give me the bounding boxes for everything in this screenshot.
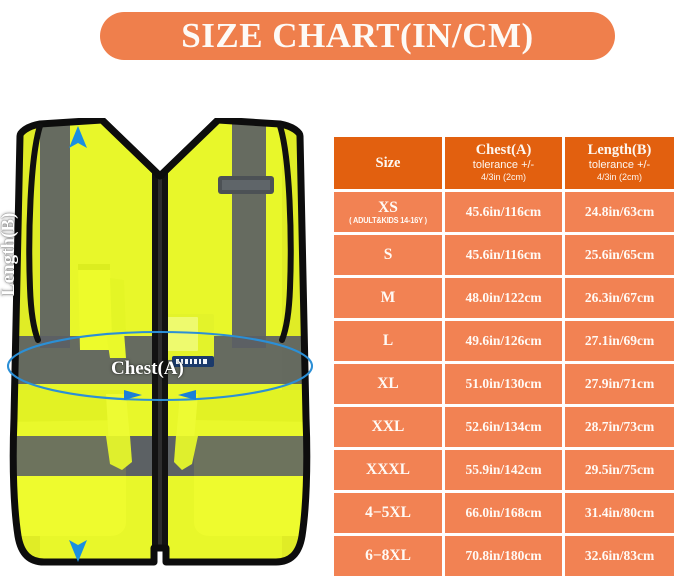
armhole-trim-left <box>26 123 43 343</box>
armhole-trim-right <box>277 123 294 343</box>
chest-value: 49.6in/126cm <box>465 333 542 348</box>
table-row: M 48.0in/122cm 26.3in/67cm <box>334 278 674 318</box>
length-value: 25.6in/65cm <box>584 247 655 262</box>
chest-value: 70.8in/180cm <box>465 548 542 563</box>
safety-vest-illustration: Length(B) Chest(A) <box>0 118 314 570</box>
column-header-chest: Chest(A) tolerance +/- 4/3in (2cm) <box>445 137 562 189</box>
length-value: 27.9in/71cm <box>584 376 655 391</box>
cell-size: XXXL <box>334 450 442 490</box>
cell-length: 25.6in/65cm <box>565 235 674 275</box>
cell-length: 27.9in/71cm <box>565 364 674 404</box>
cell-length: 32.6in/83cm <box>565 536 674 576</box>
column-header-chest-tolerance: tolerance +/- <box>472 159 535 172</box>
size-label: XXXL <box>366 461 410 479</box>
cell-length: 28.7in/73cm <box>565 407 674 447</box>
vest-body <box>13 120 307 562</box>
length-measurement-arrow <box>69 126 87 562</box>
cell-length: 24.8in/63cm <box>565 192 674 232</box>
size-label: XL <box>377 375 399 393</box>
size-label: 4−5XL <box>365 504 411 522</box>
table-row: 6−8XL 70.8in/180cm 32.6in/83cm <box>334 536 674 576</box>
chest-value: 45.6in/116cm <box>465 247 542 262</box>
table-row: L 49.6in/126cm 27.1in/69cm <box>334 321 674 361</box>
size-sublabel: ( ADULT&KIDS 14-16Y ) <box>349 215 427 225</box>
column-header-chest-label: Chest(A) <box>475 142 532 159</box>
column-header-size: Size <box>334 137 442 189</box>
table-row: XS ( ADULT&KIDS 14-16Y ) 45.6in/116cm 24… <box>334 192 674 232</box>
column-header-chest-tolerance-value: 4/3in (2cm) <box>480 172 526 183</box>
chest-value: 45.6in/116cm <box>465 204 542 219</box>
chest-value: 51.0in/130cm <box>465 376 542 391</box>
length-value: 27.1in/69cm <box>584 333 655 348</box>
table-row: S 45.6in/116cm 25.6in/65cm <box>334 235 674 275</box>
chest-value: 48.0in/122cm <box>465 290 542 305</box>
length-value: 32.6in/83cm <box>584 548 655 563</box>
size-chart-table: Size Chest(A) tolerance +/- 4/3in (2cm) … <box>331 134 677 579</box>
cell-chest: 66.0in/168cm <box>445 493 562 533</box>
table-header-row: Size Chest(A) tolerance +/- 4/3in (2cm) … <box>334 137 674 189</box>
cell-chest: 70.8in/180cm <box>445 536 562 576</box>
size-label: 6−8XL <box>365 547 411 565</box>
page-title-banner: SIZE CHART(IN/CM) <box>100 12 615 60</box>
reflective-stripe-right-vertical <box>232 120 266 348</box>
cell-chest: 51.0in/130cm <box>445 364 562 404</box>
column-header-length: Length(B) tolerance +/- 4/3in (2cm) <box>565 137 674 189</box>
vneck-trim <box>99 118 221 180</box>
length-value: 24.8in/63cm <box>584 204 655 219</box>
reflective-stripe-left-vertical <box>40 120 70 348</box>
table-row: XXXL 55.9in/142cm 29.5in/75cm <box>334 450 674 490</box>
cell-size: XS ( ADULT&KIDS 14-16Y ) <box>334 192 442 232</box>
cell-length: 27.1in/69cm <box>565 321 674 361</box>
brand-logo-text <box>176 359 207 364</box>
cell-size: L <box>334 321 442 361</box>
chest-measurement-loop <box>6 330 314 402</box>
cell-chest: 48.0in/122cm <box>445 278 562 318</box>
table-row: XXL 52.6in/134cm 28.7in/73cm <box>334 407 674 447</box>
length-value: 26.3in/67cm <box>584 290 655 305</box>
vest-drawing <box>6 118 314 566</box>
cell-chest: 52.6in/134cm <box>445 407 562 447</box>
cell-size: XXL <box>334 407 442 447</box>
cell-size: S <box>334 235 442 275</box>
column-header-size-label: Size <box>375 154 401 171</box>
cell-size: XL <box>334 364 442 404</box>
column-header-length-tolerance-value: 4/3in (2cm) <box>596 172 642 183</box>
size-label: S <box>383 246 393 264</box>
column-header-length-tolerance: tolerance +/- <box>588 159 651 172</box>
cell-size: 4−5XL <box>334 493 442 533</box>
cell-length: 31.4in/80cm <box>565 493 674 533</box>
cell-length: 29.5in/75cm <box>565 450 674 490</box>
cell-size: M <box>334 278 442 318</box>
chest-value: 55.9in/142cm <box>465 462 542 477</box>
column-header-length-label: Length(B) <box>587 142 652 159</box>
cell-chest: 45.6in/116cm <box>445 235 562 275</box>
page-title: SIZE CHART(IN/CM) <box>181 16 534 55</box>
cell-chest: 45.6in/116cm <box>445 192 562 232</box>
microphone-tab <box>218 176 274 194</box>
size-label: L <box>382 332 394 350</box>
table-row: 4−5XL 66.0in/168cm 31.4in/80cm <box>334 493 674 533</box>
chest-value: 52.6in/134cm <box>465 419 542 434</box>
table-row: XL 51.0in/130cm 27.9in/71cm <box>334 364 674 404</box>
brand-logo-tag <box>172 356 214 367</box>
size-label: XS <box>378 198 398 216</box>
cell-length: 26.3in/67cm <box>565 278 674 318</box>
chest-value: 66.0in/168cm <box>465 505 542 520</box>
cell-chest: 55.9in/142cm <box>445 450 562 490</box>
size-label: XXL <box>371 418 405 436</box>
length-value: 29.5in/75cm <box>584 462 655 477</box>
cell-chest: 49.6in/126cm <box>445 321 562 361</box>
size-label: M <box>380 289 396 307</box>
length-value: 28.7in/73cm <box>584 419 655 434</box>
left-chest-pocket <box>78 264 126 358</box>
cell-size: 6−8XL <box>334 536 442 576</box>
length-value: 31.4in/80cm <box>584 505 655 520</box>
